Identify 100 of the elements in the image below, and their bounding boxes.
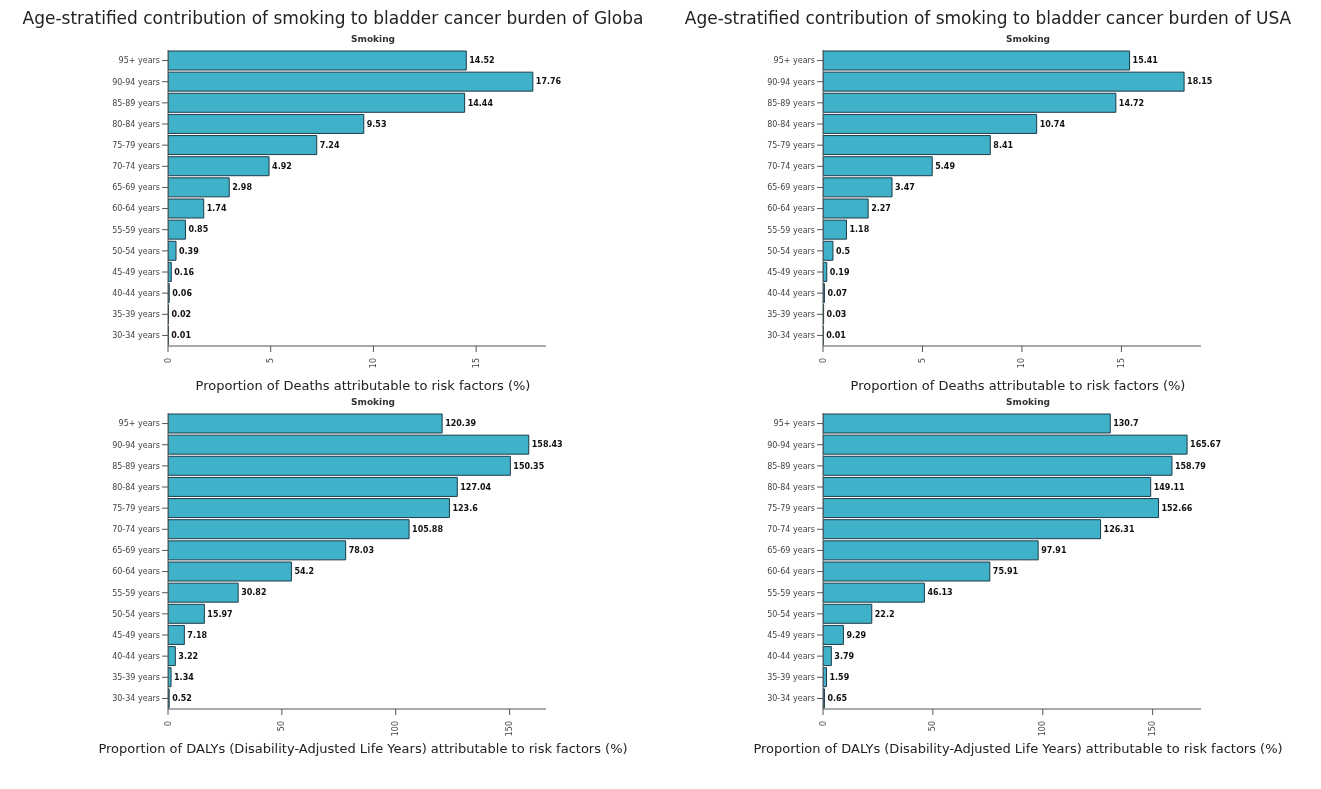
data-label: 105.88 bbox=[412, 525, 444, 535]
data-label: 22.2 bbox=[874, 609, 895, 619]
data-label: 3.22 bbox=[178, 651, 199, 661]
data-label: 97.91 bbox=[1041, 546, 1067, 556]
y-tick-label: 40-44 years bbox=[112, 288, 160, 298]
x-tick-label: 0 bbox=[163, 358, 173, 364]
x-tick-label: 15 bbox=[471, 358, 481, 369]
y-tick-label: 75-79 years bbox=[112, 503, 160, 513]
data-label: 0.03 bbox=[826, 310, 847, 320]
y-tick-label: 85-89 years bbox=[112, 98, 160, 108]
data-label: 152.66 bbox=[1161, 503, 1193, 513]
y-tick-label: 90-94 years bbox=[112, 440, 160, 450]
data-label: 1.59 bbox=[829, 673, 850, 683]
y-tick-label: 95+ years bbox=[773, 419, 815, 429]
data-label: 130.7 bbox=[1113, 419, 1139, 429]
y-tick-label: 45-49 years bbox=[767, 630, 815, 640]
y-tick-label: 55-59 years bbox=[112, 588, 160, 598]
data-label: 165.67 bbox=[1190, 440, 1221, 450]
data-label: 0.16 bbox=[174, 267, 195, 277]
data-label: 14.44 bbox=[467, 98, 494, 108]
y-tick-label: 95+ years bbox=[118, 419, 160, 429]
y-tick-label: 45-49 years bbox=[767, 267, 815, 277]
x-tick-label: 5 bbox=[917, 358, 927, 364]
y-tick-label: 35-39 years bbox=[767, 310, 815, 320]
data-label: 2.98 bbox=[232, 183, 253, 193]
y-tick-label: 70-74 years bbox=[112, 162, 160, 172]
x-tick-label: 50 bbox=[277, 721, 287, 732]
data-label: 0.39 bbox=[179, 246, 200, 256]
data-label: 8.41 bbox=[993, 140, 1014, 150]
data-label: 7.18 bbox=[187, 630, 208, 640]
y-tick-label: 55-59 years bbox=[112, 225, 160, 235]
y-tick-label: 90-94 years bbox=[767, 440, 815, 450]
y-tick-label: 90-94 years bbox=[112, 77, 160, 87]
y-tick-label: 45-49 years bbox=[112, 267, 160, 277]
data-label: 0.5 bbox=[835, 246, 851, 256]
data-label: 3.79 bbox=[834, 651, 855, 661]
y-tick-label: 85-89 years bbox=[112, 461, 160, 471]
data-label: 0.02 bbox=[171, 310, 192, 320]
data-label: 5.49 bbox=[935, 162, 956, 172]
y-tick-label: 75-79 years bbox=[112, 140, 160, 150]
y-tick-label: 30-34 years bbox=[112, 331, 160, 341]
y-tick-label: 70-74 years bbox=[767, 162, 815, 172]
y-tick-label: 60-64 years bbox=[112, 204, 160, 214]
y-tick-label: 30-34 years bbox=[767, 331, 815, 341]
y-tick-label: 80-84 years bbox=[112, 119, 160, 129]
chart-title: Age-stratified contribution of smoking to bladder cancer burden of USA bbox=[684, 8, 1292, 30]
data-label: 9.29 bbox=[846, 630, 867, 640]
x-tick-label: 150 bbox=[505, 721, 515, 737]
data-label: 0.85 bbox=[188, 225, 209, 235]
data-label: 78.03 bbox=[348, 546, 374, 556]
chart-title: Age-stratified contribution of smoking to bladder cancer burden of Globa bbox=[22, 8, 644, 30]
data-label: 150.35 bbox=[513, 461, 545, 471]
data-label: 1.74 bbox=[206, 204, 227, 214]
y-tick-label: 65-69 years bbox=[112, 183, 160, 193]
data-label: 0.19 bbox=[829, 267, 850, 277]
data-label: 0.06 bbox=[172, 288, 193, 298]
data-label: 0.01 bbox=[826, 331, 847, 341]
data-label: 1.34 bbox=[174, 673, 195, 683]
chart-title: Smoking bbox=[351, 397, 395, 409]
data-label: 17.76 bbox=[535, 77, 562, 87]
chart-subtitle: Smoking bbox=[351, 34, 395, 46]
x-tick-label: 100 bbox=[1038, 721, 1048, 737]
x-tick-label: 0 bbox=[818, 358, 828, 364]
y-tick-label: 80-84 years bbox=[767, 119, 815, 129]
y-tick-label: 95+ years bbox=[118, 56, 160, 66]
y-tick-label: 55-59 years bbox=[767, 225, 815, 235]
y-tick-label: 35-39 years bbox=[112, 310, 160, 320]
x-axis-title: Proportion of DALYs (Disability-Adjusted Life Years) attributable to risk factors (%) bbox=[98, 741, 628, 756]
y-tick-label: 65-69 years bbox=[767, 183, 815, 193]
data-label: 15.97 bbox=[207, 609, 233, 619]
y-tick-label: 95+ years bbox=[773, 56, 815, 66]
x-tick-label: 0 bbox=[818, 721, 828, 727]
y-tick-label: 50-54 years bbox=[767, 246, 815, 256]
x-tick-label: 0 bbox=[163, 721, 173, 727]
data-label: 149.11 bbox=[1153, 482, 1185, 492]
y-tick-label: 30-34 years bbox=[112, 694, 160, 704]
y-tick-label: 85-89 years bbox=[767, 461, 815, 471]
data-label: 0.52 bbox=[172, 694, 192, 704]
x-tick-label: 5 bbox=[266, 358, 276, 364]
data-label: 127.04 bbox=[460, 482, 492, 492]
y-tick-label: 50-54 years bbox=[112, 246, 160, 256]
y-tick-label: 90-94 years bbox=[767, 77, 815, 87]
y-tick-label: 50-54 years bbox=[112, 609, 160, 619]
data-label: 120.39 bbox=[445, 419, 477, 429]
y-tick-label: 40-44 years bbox=[112, 651, 160, 661]
data-label: 0.07 bbox=[827, 288, 848, 298]
y-tick-label: 50-54 years bbox=[767, 609, 815, 619]
data-label: 158.43 bbox=[531, 440, 563, 450]
data-label: 2.27 bbox=[871, 204, 891, 214]
data-label: 3.47 bbox=[895, 183, 915, 193]
data-label: 0.65 bbox=[827, 694, 848, 704]
data-label: 15.41 bbox=[1132, 56, 1159, 66]
data-label: 9.53 bbox=[366, 119, 387, 129]
x-tick-label: 50 bbox=[928, 721, 938, 732]
chart-subtitle: Smoking bbox=[1006, 34, 1050, 46]
data-label: 75.91 bbox=[992, 567, 1019, 577]
data-label: 4.92 bbox=[272, 162, 292, 172]
data-label: 18.15 bbox=[1187, 77, 1213, 87]
y-tick-label: 30-34 years bbox=[767, 694, 815, 704]
x-tick-label: 150 bbox=[1148, 721, 1158, 737]
